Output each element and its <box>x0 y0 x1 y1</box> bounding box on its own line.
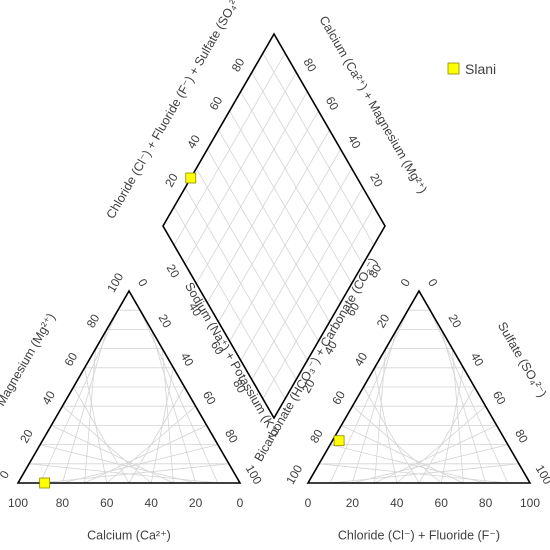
data-points <box>39 172 345 489</box>
cation-right-tick: 100 <box>243 462 265 487</box>
legend-marker <box>447 62 460 75</box>
cation-bottom-tick: 0 <box>237 496 244 510</box>
anion-grid-line <box>451 348 464 484</box>
anion-left-tick: 0 <box>398 276 414 289</box>
diamond-ur-tick: 20 <box>367 171 386 190</box>
cation-left-tick: 60 <box>61 350 80 369</box>
anion-bottom-tick: 60 <box>435 496 449 510</box>
anion-grid-line <box>330 444 486 484</box>
cation-grid-line <box>128 386 185 484</box>
diamond-lr-tick: 20 <box>299 377 318 396</box>
cation-grid-line <box>150 329 196 484</box>
diamond-grid-line <box>184 72 297 265</box>
anion-grid-line <box>440 367 464 484</box>
anion-triangle-outline <box>306 289 532 484</box>
cation-data-point <box>39 477 51 489</box>
cation-right-tick: 60 <box>200 389 219 408</box>
cation-bottom-axis-label: Calcium (Ca²⁺) <box>87 528 171 542</box>
anion-right-tick: 100 <box>533 462 550 487</box>
grid-lines <box>29 52 519 484</box>
diamond-ul-tick: 60 <box>206 94 225 113</box>
anion-bottom-tick: 20 <box>346 496 360 510</box>
diamond-ll-tick: 60 <box>208 339 227 358</box>
diamond-ll-tick: 20 <box>164 262 183 281</box>
cation-right-tick: 40 <box>178 350 197 369</box>
anion-left-tick: 60 <box>329 388 348 407</box>
cation-grid-line <box>139 310 219 484</box>
cation-right-axis-label: Sodium (Na⁺) + Potassium (K⁺) <box>182 280 282 440</box>
cation-bottom-tick: 80 <box>56 496 70 510</box>
anion-grid-line <box>429 310 509 484</box>
anion-right-tick: 60 <box>490 389 509 408</box>
anion-left-tick: 40 <box>351 350 370 369</box>
cation-grid-line <box>51 425 174 484</box>
diamond-lr-tick: 80 <box>366 261 385 280</box>
anion-right-tick: 20 <box>446 312 465 331</box>
diamond-lr-tick: 40 <box>321 338 340 357</box>
diamond-grid-line <box>240 91 353 284</box>
diamond-ul-tick: 40 <box>184 132 203 151</box>
cation-left-tick: 0 <box>0 468 12 481</box>
anion-grid-line <box>341 425 464 484</box>
cation-grid-line <box>40 444 196 484</box>
diamond-ll-tick: 40 <box>186 300 205 319</box>
cation-right-tick: 20 <box>156 312 175 331</box>
anion-bottom-tick: 80 <box>479 496 493 510</box>
diamond-grid-line <box>195 91 308 284</box>
cation-grid-line <box>29 463 218 484</box>
anion-data-point <box>333 435 345 447</box>
diamond-grid-line <box>251 72 364 265</box>
diamond-grid-line <box>229 110 341 304</box>
anion-left-tick: 20 <box>374 311 393 330</box>
anion-bottom-tick: 40 <box>390 496 404 510</box>
diamond-grid-line <box>173 52 286 246</box>
anion-bottom-tick: 100 <box>520 496 540 510</box>
cation-bottom-tick: 20 <box>189 496 203 510</box>
cation-left-tick: 20 <box>17 427 36 446</box>
cation-triangle-outline <box>16 289 242 484</box>
anion-left-tick: 100 <box>283 462 305 487</box>
legend-label: Slani <box>465 61 496 77</box>
diamond-ul-tick: 20 <box>162 171 181 190</box>
diamond-grid-line <box>218 129 330 323</box>
cation-bottom-tick: 40 <box>145 496 159 510</box>
legend: Slani <box>447 61 496 77</box>
cation-right-tick: 0 <box>135 276 151 289</box>
diamond-data-point <box>185 172 197 184</box>
diamond-outline <box>162 32 386 420</box>
plot-outlines <box>16 32 532 484</box>
cation-right-tick: 80 <box>222 427 241 446</box>
anion-grid-line <box>440 329 486 484</box>
diamond-ur-tick: 60 <box>323 94 342 113</box>
anion-bottom-tick: 0 <box>305 496 312 510</box>
anion-grid-line <box>418 386 475 484</box>
anion-grid-line <box>319 463 508 484</box>
anion-right-tick: 40 <box>468 350 487 369</box>
diamond-ll-tick: 80 <box>230 377 249 396</box>
diamond-ul-tick: 80 <box>229 55 248 74</box>
cation-left-tick: 40 <box>39 388 58 407</box>
anion-left-tick: 80 <box>307 427 326 446</box>
diamond-lr-tick: 60 <box>343 300 362 319</box>
anion-grid-line <box>352 405 442 484</box>
anion-right-tick: 0 <box>425 276 441 289</box>
cation-grid-line <box>161 348 174 484</box>
anion-bottom-axis-label: Chloride (Cl⁻) + Fluoride (F⁻) <box>338 528 500 542</box>
anion-right-tick: 80 <box>512 427 531 446</box>
anion-grid-line <box>363 386 420 484</box>
diamond-grid-line <box>262 52 375 246</box>
cation-left-tick: 100 <box>104 270 126 295</box>
cation-grid-line <box>73 386 130 484</box>
diamond-grid-line <box>207 110 319 304</box>
diamond-ur-tick: 40 <box>345 133 364 152</box>
diamond-ur-tick: 80 <box>301 56 320 75</box>
cation-bottom-tick: 100 <box>8 496 28 510</box>
cation-left-tick: 80 <box>84 311 103 330</box>
cation-grid-line <box>62 405 152 484</box>
cation-bottom-tick: 60 <box>100 496 114 510</box>
anion-right-axis-label: Sulfate (SO₄²⁻) <box>495 319 549 399</box>
cation-grid-line <box>150 367 174 484</box>
